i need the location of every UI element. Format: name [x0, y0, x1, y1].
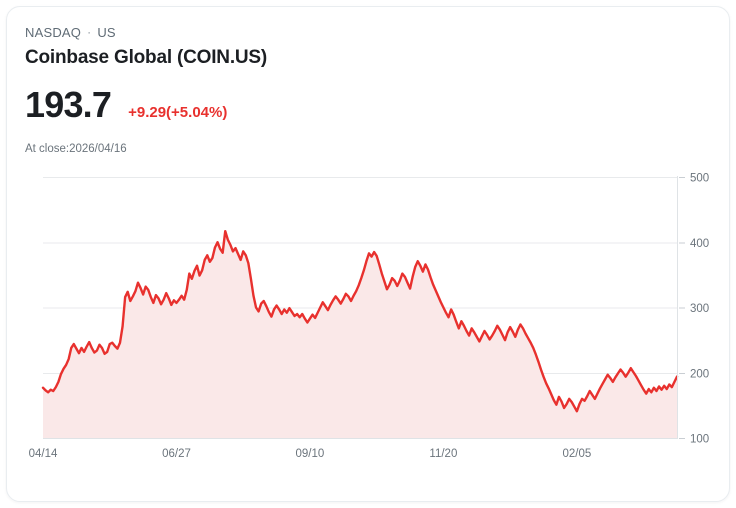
- x-tick-label: 09/10: [296, 448, 325, 460]
- exchange-label: NASDAQ: [25, 25, 82, 40]
- y-tick-label: 500: [690, 173, 709, 185]
- price-change: +9.29(+5.04%): [128, 104, 228, 121]
- x-tick-label: 06/27: [162, 448, 191, 460]
- chart-area-fill: [43, 231, 677, 438]
- last-price: 193.7: [25, 84, 112, 125]
- quote-card: NASDAQ · US Coinbase Global (COIN.US) 193.…: [6, 6, 730, 502]
- page-title: Coinbase Global (COIN.US): [25, 47, 268, 68]
- x-tick-label: 02/05: [563, 448, 592, 460]
- exchange-region-row: NASDAQ · US: [25, 25, 116, 40]
- y-tick-label: 300: [690, 303, 709, 315]
- y-tick-label: 200: [690, 368, 709, 380]
- chart-y-axis: 500 400 300 200 100: [677, 173, 709, 446]
- chart-x-axis: 04/14 06/27 09/10 11/20 02/05: [29, 438, 677, 460]
- y-tick-label: 400: [690, 238, 709, 250]
- market-status: At close:2026/04/16: [25, 143, 127, 155]
- x-tick-label: 11/20: [429, 448, 457, 460]
- separator-dot: ·: [87, 25, 92, 39]
- price-area-chart[interactable]: 500 400 300 200 100 04/14 06/27 09/10 11/20 02/0…: [7, 7, 730, 502]
- area-fill-path: [43, 231, 677, 438]
- chart-line: [41, 229, 679, 413]
- price-row: 193.7 +9.29(+5.04%): [25, 87, 227, 123]
- price-line-path: [41, 229, 679, 413]
- y-tick-label: 100: [690, 434, 709, 446]
- x-tick-label: 04/14: [29, 448, 58, 460]
- region-label: US: [97, 25, 116, 40]
